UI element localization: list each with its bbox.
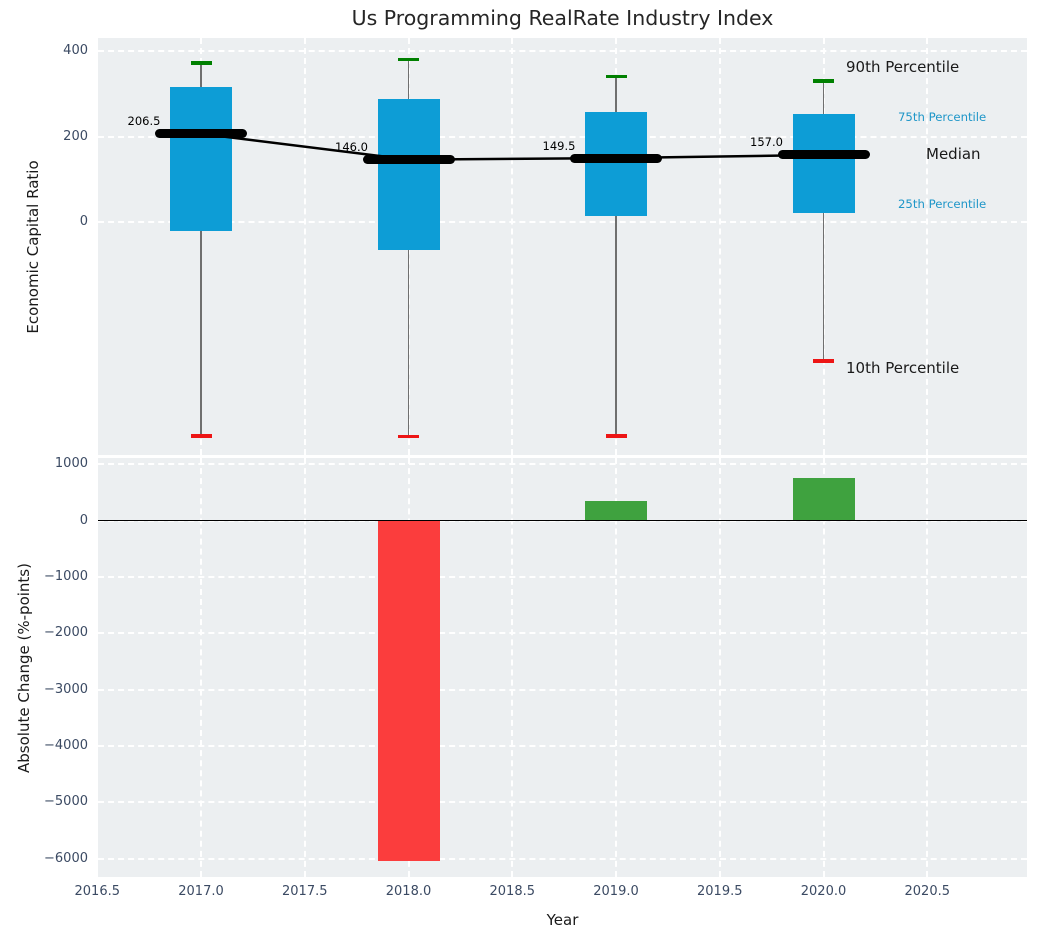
chart-title: Us Programming RealRate Industry Index xyxy=(351,6,774,30)
h-gridline xyxy=(98,463,1027,466)
annotation-75th-percentile: 75th Percentile xyxy=(898,110,987,124)
v-gridline xyxy=(718,38,721,455)
median-value-label: 157.0 xyxy=(750,135,783,150)
median-value-label: 146.0 xyxy=(335,140,368,155)
iqr-box xyxy=(170,87,232,231)
whisker-line xyxy=(615,76,617,436)
p10-cap xyxy=(605,434,627,438)
bottom-y-tick-label: −2000 xyxy=(44,625,88,641)
box-plot-panel: 206.5 146.0 149.5 157.0 xyxy=(98,38,1027,455)
zero-axis-line xyxy=(98,519,1027,522)
median-value-label: 206.5 xyxy=(127,114,161,129)
bar-chart-panel xyxy=(98,458,1027,877)
bottom-y-tick-label: −4000 xyxy=(44,737,88,753)
bottom-y-tick-label: −3000 xyxy=(44,681,88,697)
h-gridline xyxy=(98,857,1027,860)
bottom-y-tick-label: 0 xyxy=(79,512,88,528)
v-gridline xyxy=(511,38,514,455)
x-tick-label: 2019.0 xyxy=(593,884,639,899)
x-tick-label: 2018.0 xyxy=(385,884,432,899)
x-tick-label: 2016.5 xyxy=(74,884,121,899)
h-gridline xyxy=(98,744,1027,747)
median-marker xyxy=(570,153,662,163)
bottom-y-tick-label: −5000 xyxy=(44,794,88,810)
top-y-tick-label: 0 xyxy=(79,214,88,229)
x-tick-label: 2017.0 xyxy=(178,884,224,899)
x-tick-label: 2020.0 xyxy=(800,884,847,899)
v-gridline xyxy=(926,38,929,455)
top-y-tick-label: 200 xyxy=(63,128,88,144)
h-gridline xyxy=(98,801,1027,804)
median-value-label: 149.5 xyxy=(542,138,576,153)
top-y-axis-label: Economic Capital Ratio xyxy=(24,160,42,334)
negative-change-bar xyxy=(377,520,440,862)
annotation-90th-percentile: 90th Percentile xyxy=(846,58,960,76)
h-gridline xyxy=(98,221,1027,223)
p90-cap xyxy=(605,74,627,79)
median-trend-line xyxy=(200,132,824,161)
annotation-25th-percentile: 25th Percentile xyxy=(898,197,987,211)
v-gridline xyxy=(511,458,514,877)
v-gridline xyxy=(718,458,721,877)
h-gridline xyxy=(98,50,1027,52)
v-gridline xyxy=(615,458,617,877)
p10-cap xyxy=(398,434,419,439)
x-tick-label: 2018.5 xyxy=(489,884,536,899)
iqr-box xyxy=(792,113,855,214)
v-gridline xyxy=(822,458,825,877)
p90-cap xyxy=(813,79,834,83)
annotation-median: Median xyxy=(926,145,981,163)
positive-change-bar xyxy=(585,500,647,521)
median-marker xyxy=(155,129,247,139)
v-gridline xyxy=(926,458,929,877)
annotation-10th-percentile: 10th Percentile xyxy=(846,359,960,377)
whisker-line xyxy=(200,62,202,436)
median-marker xyxy=(777,150,870,160)
bottom-y-tick-label: −1000 xyxy=(44,568,88,584)
top-y-tick-label: 400 xyxy=(63,43,88,58)
median-marker xyxy=(362,155,455,165)
p10-cap xyxy=(190,434,212,438)
bottom-y-tick-label: −6000 xyxy=(44,850,88,866)
p10-cap xyxy=(813,359,834,363)
x-tick-label: 2017.5 xyxy=(282,884,328,899)
h-gridline xyxy=(98,575,1027,578)
h-gridline xyxy=(98,688,1027,691)
v-gridline xyxy=(303,38,306,455)
whisker-line xyxy=(822,80,825,361)
positive-change-bar xyxy=(792,478,855,521)
iqr-box xyxy=(585,111,647,216)
bottom-y-tick-label: 1000 xyxy=(54,456,88,472)
x-axis-label: Year xyxy=(546,911,579,929)
x-tick-label: 2020.5 xyxy=(904,884,951,899)
v-gridline xyxy=(200,458,202,877)
v-gridline xyxy=(303,458,306,877)
x-tick-label: 2019.5 xyxy=(697,884,743,899)
iqr-box xyxy=(377,99,440,250)
h-gridline xyxy=(98,632,1027,635)
p90-cap xyxy=(398,57,419,62)
p90-cap xyxy=(190,61,212,65)
